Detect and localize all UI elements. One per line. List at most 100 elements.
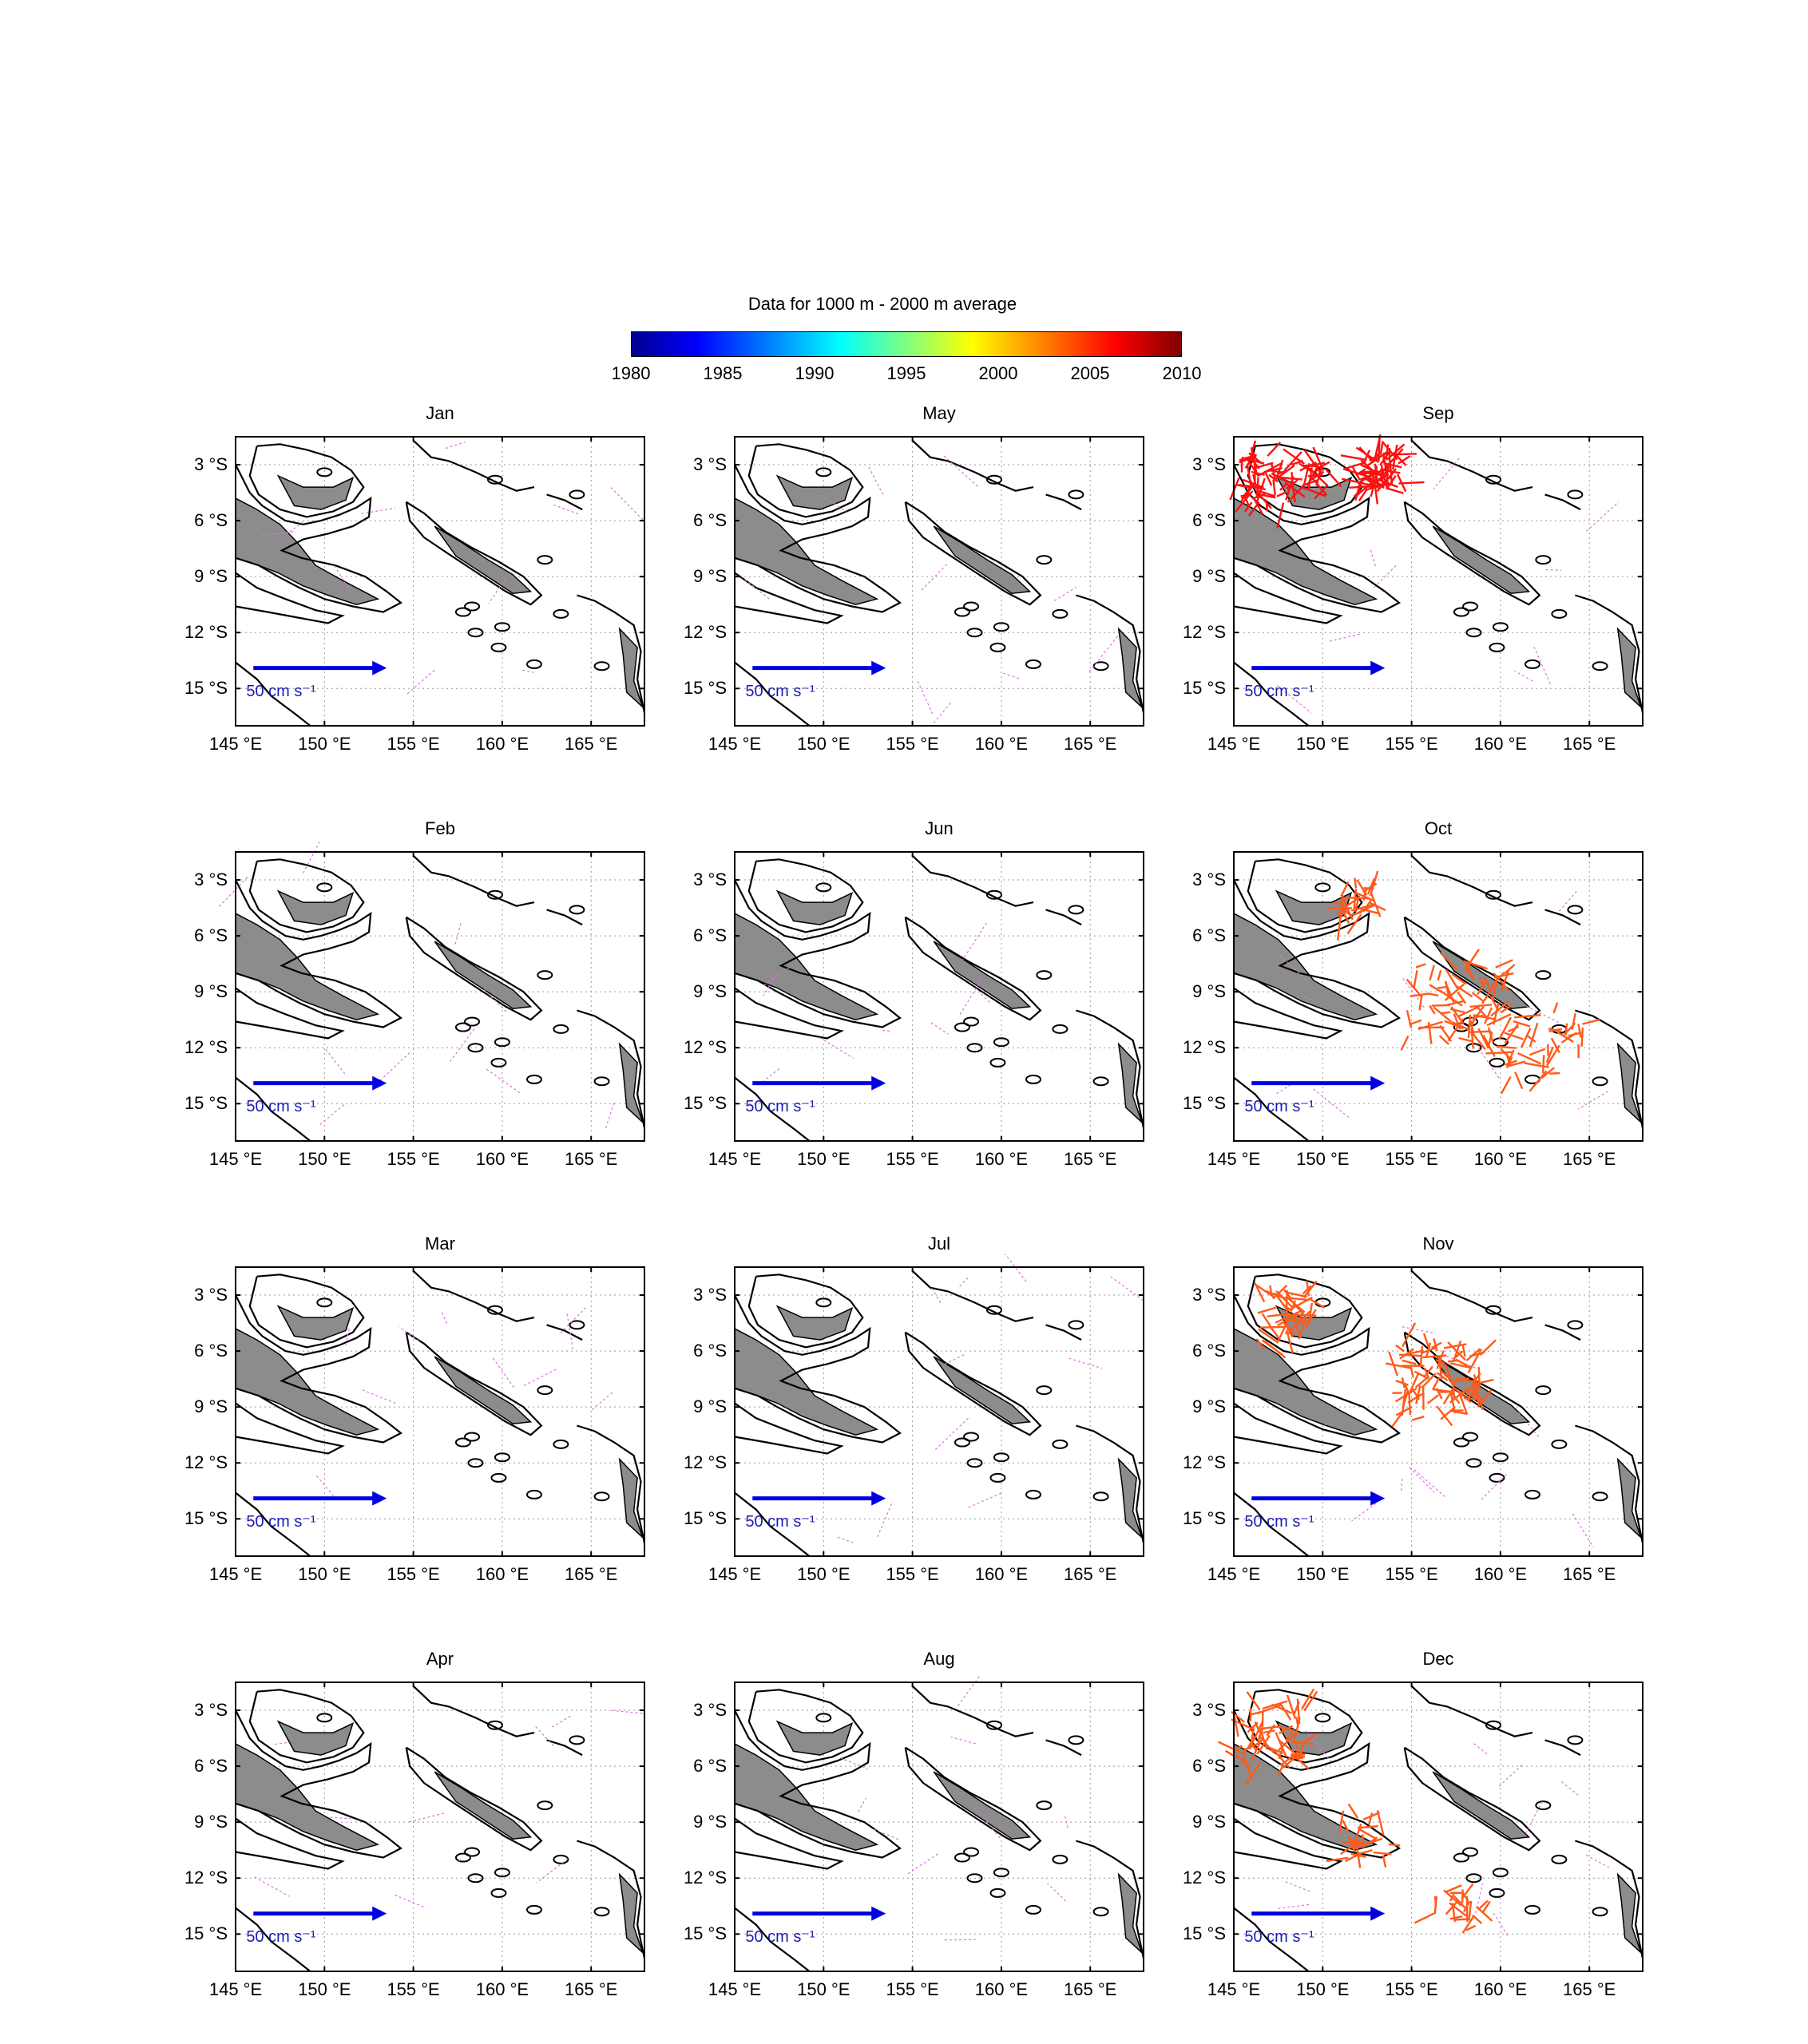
float-track [395,1894,426,1908]
velocity-vector [1252,496,1263,515]
lon-tick-label: 150 °E [797,1979,850,1999]
plot-frame [1233,851,1643,1142]
plot-frame [235,1682,645,1972]
velocity-vector [1336,913,1342,941]
velocity-vector [1366,465,1391,479]
velocity-vector [1340,895,1344,918]
velocity-vector [1369,870,1379,897]
colorbar [631,331,1182,357]
lat-tick-label: 12 °S [1182,1868,1226,1888]
map-plot [1233,1266,1644,1557]
velocity-vector [1445,1000,1465,1007]
velocity-vector [1550,1037,1560,1053]
velocity-vector [1358,487,1369,501]
lon-tick-label: 145 °E [208,1564,263,1584]
float-track [445,442,466,450]
lat-tick-label: 9 °S [1192,566,1226,587]
coastline [405,916,543,1021]
velocity-vector [1291,1316,1305,1325]
velocity-vector [1481,1900,1491,1914]
coastline [734,1817,844,1870]
coastline [911,439,1034,492]
velocity-vector [1353,888,1358,910]
coastline [734,1402,844,1455]
velocity-vector [1395,1344,1405,1353]
float-track [611,1709,644,1714]
velocity-vector [1493,972,1510,992]
velocity-vector [1406,1349,1424,1356]
velocity-vector [1451,1020,1470,1031]
velocity-vector [1421,1347,1437,1354]
velocity-vector [1275,1732,1287,1757]
float-track [930,1022,949,1035]
shelf-area [1233,912,1378,1020]
velocity-vector [1484,1007,1493,1024]
lon-tick-label: 160 °E [974,1149,1029,1169]
float-track [523,1369,557,1387]
scale-arrow-head [372,1075,387,1091]
velocity-vector [1437,985,1448,989]
velocity-vector [1380,469,1385,489]
shelf-area [933,941,1032,1009]
velocity-vector [1341,477,1364,485]
lat-tick-label: 9 °S [693,1812,727,1832]
velocity-vector [1395,454,1407,466]
coastline [734,879,902,1028]
lon-tick-label: 145 °E [708,1149,762,1169]
coastline [1575,1424,1644,1543]
island [490,1057,507,1068]
float-track [491,1356,514,1388]
velocity-vector [1477,1899,1489,1911]
island [815,1297,832,1308]
lat-tick-label: 6 °S [693,510,727,531]
float-track [943,455,979,488]
velocity-vector [1410,992,1429,997]
shelf-area [734,912,879,1020]
velocity-vector [1477,1367,1481,1390]
lat-tick-label: 3 °S [1192,454,1226,475]
velocity-vector [1231,1718,1255,1731]
velocity-vector [1302,1280,1318,1298]
velocity-vector [1452,1340,1462,1363]
velocity-vector [1233,1745,1243,1753]
velocity-vector [1427,992,1439,997]
velocity-vector [1414,1377,1428,1388]
scale-arrow-head [871,660,886,675]
velocity-vector [1458,1005,1480,1017]
shelf-area [1432,525,1531,594]
coastline [405,501,543,606]
coastline [235,1491,311,1557]
coastline [1076,1840,1145,1959]
float-track [882,1029,890,1032]
velocity-vector [1431,1341,1442,1349]
float-track [441,1311,447,1324]
colorbar-tick: 2005 [1070,363,1110,383]
map-plot [1233,851,1644,1142]
velocity-vector [1301,1688,1315,1709]
island [1567,905,1584,915]
velocity-vector [1271,1703,1292,1714]
velocity-vector [1299,462,1316,475]
velocity-vector [1260,1725,1281,1730]
velocity-vector [1256,477,1266,502]
float-track [917,681,934,715]
lat-tick-label: 6 °S [194,510,228,531]
plot-frame [734,436,1144,727]
island [467,628,484,638]
coastline [1045,1739,1082,1757]
lat-tick-label: 12 °S [683,622,727,643]
shelf-area [775,889,854,925]
island [1489,1472,1505,1483]
map-plot [734,851,1145,1142]
coastline [1233,1907,1310,1972]
velocity-vector [1376,1810,1385,1836]
map-panel-oct: Oct 50 cm s⁻¹ 3 °S 6 °S 9 °S 12 °S 15 °S 145 °E… [1094,818,1644,1170]
float-track [488,578,506,604]
island [464,601,481,612]
coastline [1233,1817,1343,1870]
island [593,1076,610,1087]
colorbar-tick: 1985 [703,363,743,383]
island [966,628,983,638]
map-plot [734,436,1145,727]
scale-arrow-head [1370,1906,1386,1921]
